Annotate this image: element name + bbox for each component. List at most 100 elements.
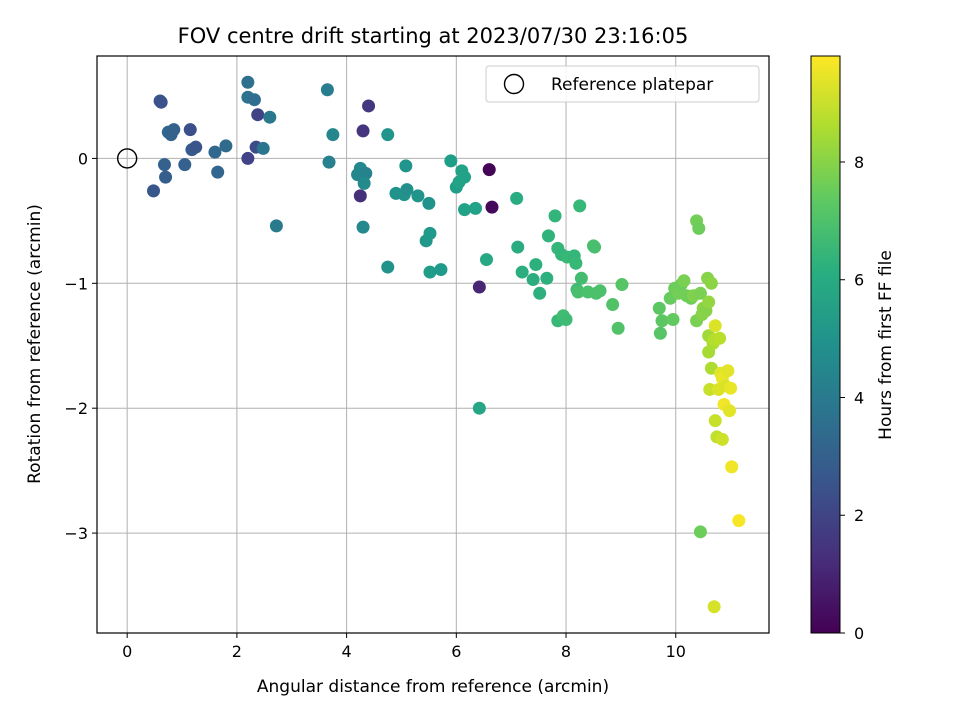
data-point bbox=[356, 124, 370, 138]
grid-lines bbox=[97, 56, 769, 633]
data-point bbox=[269, 219, 283, 233]
y-tick-label: −2 bbox=[64, 399, 88, 418]
data-point bbox=[208, 145, 222, 159]
data-point bbox=[526, 273, 540, 287]
plot-frame bbox=[96, 55, 770, 634]
data-point bbox=[715, 432, 729, 446]
y-tick-label: 0 bbox=[78, 149, 88, 168]
data-point bbox=[573, 199, 587, 213]
data-point bbox=[147, 184, 161, 198]
data-point bbox=[702, 295, 716, 309]
colorbar-tick-label: 2 bbox=[854, 506, 864, 525]
y-axis-label: Rotation from reference (arcmin) bbox=[25, 204, 45, 484]
data-point bbox=[399, 159, 413, 173]
data-point bbox=[725, 460, 739, 474]
data-point bbox=[548, 209, 562, 223]
data-point bbox=[707, 600, 721, 614]
data-point bbox=[693, 525, 707, 539]
data-point bbox=[167, 123, 181, 137]
data-point bbox=[655, 314, 669, 328]
data-point bbox=[652, 301, 666, 315]
data-point bbox=[154, 95, 168, 109]
data-point bbox=[482, 163, 496, 177]
data-point bbox=[708, 414, 722, 428]
data-point bbox=[159, 170, 173, 184]
data-point bbox=[189, 140, 203, 154]
data-point bbox=[511, 240, 525, 254]
data-point bbox=[362, 99, 376, 113]
data-point bbox=[322, 155, 336, 169]
data-point bbox=[458, 170, 472, 184]
y-tick-label: −3 bbox=[64, 524, 88, 543]
data-point bbox=[472, 401, 486, 415]
colorbar-label: Hours from first FF file bbox=[876, 250, 896, 440]
data-point bbox=[574, 271, 588, 285]
data-point bbox=[541, 229, 555, 243]
legend-label-reference-platepar: Reference platepar bbox=[551, 75, 713, 95]
colorbar-ticks: 0 2 4 6 8 bbox=[840, 153, 864, 643]
data-point bbox=[653, 326, 667, 340]
data-point bbox=[713, 331, 727, 345]
data-point bbox=[588, 240, 602, 254]
data-point bbox=[320, 83, 334, 97]
data-point bbox=[241, 75, 255, 89]
data-point bbox=[241, 151, 255, 165]
x-tick-label: 2 bbox=[232, 642, 242, 661]
data-point bbox=[724, 381, 738, 395]
colorbar: 0 2 4 6 8 Hours from first FF file bbox=[810, 55, 896, 643]
data-point bbox=[423, 265, 437, 279]
x-tick-label: 10 bbox=[666, 642, 686, 661]
data-point bbox=[251, 108, 265, 122]
data-point bbox=[359, 166, 373, 180]
data-point bbox=[256, 141, 270, 155]
colorbar-tick-label: 4 bbox=[854, 388, 864, 407]
data-point bbox=[183, 123, 197, 137]
data-point bbox=[721, 364, 735, 378]
data-point bbox=[615, 278, 629, 292]
y-tick-label: −1 bbox=[64, 274, 88, 293]
colorbar-tick-label: 8 bbox=[854, 153, 864, 172]
data-point bbox=[469, 201, 483, 215]
data-point bbox=[458, 203, 472, 217]
data-point bbox=[326, 128, 340, 142]
data-point bbox=[219, 139, 233, 153]
colorbar-tick-label: 0 bbox=[854, 624, 864, 643]
data-point bbox=[479, 253, 493, 267]
data-point bbox=[178, 158, 192, 172]
x-tick-label: 8 bbox=[561, 642, 571, 661]
data-point bbox=[593, 284, 607, 298]
x-axis-label: Angular distance from reference (arcmin) bbox=[257, 677, 609, 697]
data-point bbox=[472, 280, 486, 294]
data-point bbox=[611, 321, 625, 335]
chart-title: FOV centre drift starting at 2023/07/30 … bbox=[178, 24, 689, 48]
data-point bbox=[529, 258, 543, 272]
data-point bbox=[515, 265, 529, 279]
reference-platepar-marker bbox=[116, 148, 138, 169]
legend-box bbox=[485, 65, 760, 103]
data-point bbox=[666, 313, 680, 327]
data-point bbox=[423, 226, 437, 240]
data-point bbox=[422, 196, 436, 210]
data-point bbox=[411, 189, 425, 203]
data-point bbox=[157, 158, 171, 172]
data-point bbox=[533, 286, 547, 300]
data-point bbox=[357, 176, 371, 190]
data-point bbox=[606, 298, 620, 312]
data-point bbox=[510, 191, 524, 205]
data-points bbox=[147, 75, 746, 614]
data-point bbox=[444, 154, 458, 168]
data-point bbox=[356, 220, 370, 234]
data-point bbox=[400, 183, 414, 197]
legend-open-circle-marker bbox=[503, 73, 525, 95]
data-point bbox=[381, 128, 395, 142]
data-point bbox=[434, 263, 448, 277]
data-point bbox=[692, 221, 706, 235]
data-point bbox=[247, 93, 261, 107]
data-point bbox=[704, 276, 718, 290]
data-point bbox=[353, 189, 367, 203]
data-point bbox=[485, 200, 499, 214]
x-tick-label: 4 bbox=[342, 642, 352, 661]
data-point bbox=[693, 286, 707, 300]
data-point bbox=[381, 260, 395, 274]
